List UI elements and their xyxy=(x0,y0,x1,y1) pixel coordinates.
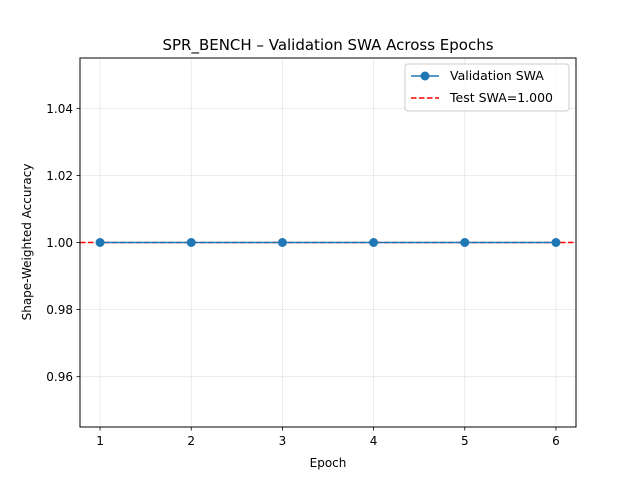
y-tick-label: 1.00 xyxy=(46,236,73,250)
validation-swa-point xyxy=(460,238,470,247)
x-tick-label: 1 xyxy=(96,434,104,448)
legend-label-test: Test SWA=1.000 xyxy=(449,90,553,105)
legend-box xyxy=(404,63,570,112)
validation-swa-point xyxy=(551,238,561,247)
validation-swa-point xyxy=(186,238,196,247)
y-axis-ticks: 0.96 0.98 1.00 1.02 1.04 xyxy=(46,102,80,384)
y-tick-label: 1.04 xyxy=(46,102,73,116)
x-tick-label: 5 xyxy=(461,434,469,448)
y-tick-label: 0.96 xyxy=(46,370,73,384)
y-tick-label: 1.02 xyxy=(46,169,73,183)
y-axis-label: Shape-Weighted Accuracy xyxy=(20,164,34,321)
validation-swa-point xyxy=(277,238,287,247)
x-tick-label: 2 xyxy=(187,434,195,448)
x-axis-label: Epoch xyxy=(310,456,347,470)
x-tick-label: 4 xyxy=(370,434,378,448)
x-tick-label: 6 xyxy=(552,434,560,448)
validation-swa-point xyxy=(95,238,105,247)
y-tick-label: 0.98 xyxy=(46,303,73,317)
x-axis-ticks: 1 2 3 4 5 6 xyxy=(96,427,560,448)
legend-label-validation: Validation SWA xyxy=(450,68,544,83)
validation-swa-point xyxy=(369,238,379,247)
x-tick-label: 3 xyxy=(279,434,287,448)
legend-swatch-validation-marker xyxy=(420,71,430,81)
chart-title: SPR_BENCH – Validation SWA Across Epochs xyxy=(162,36,493,55)
legend: Validation SWA Test SWA=1.000 xyxy=(404,63,570,112)
series-layer xyxy=(95,238,561,247)
